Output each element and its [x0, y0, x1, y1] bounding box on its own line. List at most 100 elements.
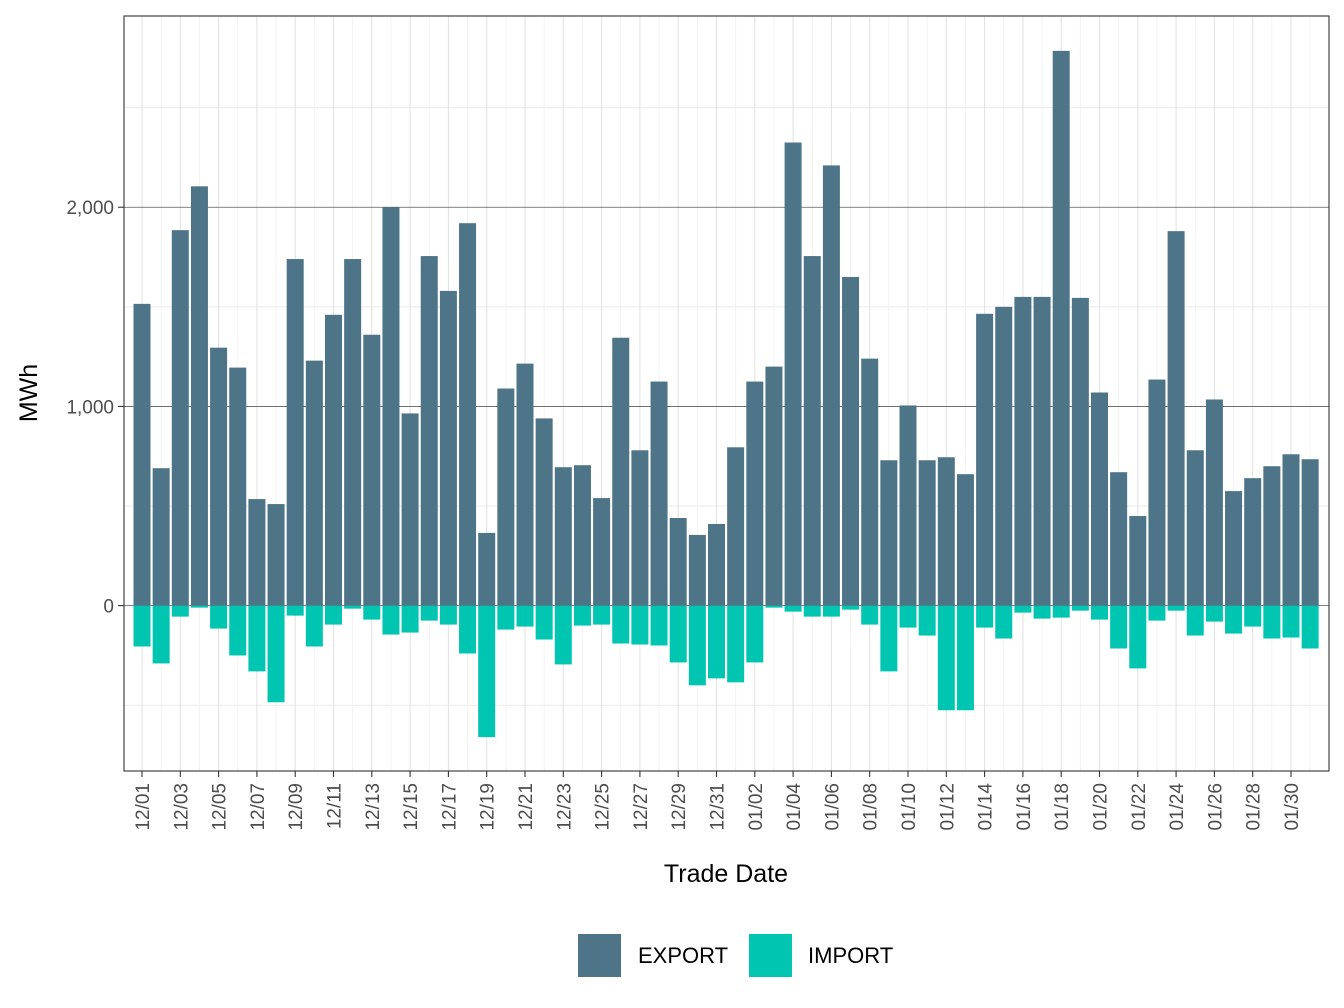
bar-import-01-16: [1014, 605, 1032, 613]
bar-export-01-17: [1033, 296, 1051, 606]
x-tick-label: 01/04: [784, 783, 805, 831]
bar-import-01-21: [1110, 605, 1128, 649]
bar-import-01-14: [976, 605, 994, 628]
bar-import-12-27: [631, 605, 649, 645]
bar-export-12-13: [363, 334, 381, 606]
bar-import-12-15: [401, 605, 419, 633]
bar-export-01-23: [1148, 379, 1166, 606]
bar-export-12-24: [573, 465, 591, 606]
bar-export-12-07: [248, 499, 266, 606]
bar-export-12-22: [535, 418, 553, 606]
x-tick-label: 12/15: [401, 783, 422, 831]
bar-export-12-06: [229, 367, 247, 606]
bar-import-01-17: [1033, 605, 1051, 619]
y-axis-title: MWh: [15, 364, 43, 422]
bar-export-01-18: [1052, 50, 1070, 606]
x-tick-label: 12/13: [363, 783, 384, 831]
bar-export-01-29: [1263, 466, 1281, 606]
bar-export-12-17: [439, 290, 457, 606]
bar-import-12-09: [286, 605, 304, 616]
bar-import-01-30: [1282, 605, 1300, 638]
y-axis: 0 1,000 2,000: [66, 198, 124, 618]
bar-export-01-20: [1091, 392, 1108, 606]
bar-export-01-30: [1282, 454, 1300, 606]
bar-export-12-08: [267, 504, 285, 606]
bar-export-01-15: [995, 306, 1013, 606]
x-tick-label: 01/20: [1091, 783, 1112, 831]
bar-export-01-08: [861, 358, 879, 606]
bar-export-12-27: [631, 450, 649, 606]
x-tick-label: 12/27: [631, 783, 652, 831]
bar-import-01-25: [1186, 605, 1204, 636]
x-tick-label: 12/25: [593, 783, 614, 831]
bar-import-12-30: [688, 605, 706, 686]
x-tick-label: 12/31: [708, 783, 729, 831]
bar-export-12-09: [286, 259, 304, 606]
bar-import-01-04: [784, 605, 802, 612]
bar-import-01-02: [746, 605, 764, 663]
x-tick-label: 12/23: [554, 783, 575, 831]
legend-label-import: IMPORT: [808, 943, 893, 968]
bar-import-12-26: [612, 605, 630, 644]
bar-import-12-29: [669, 605, 687, 663]
bar-export-01-21: [1110, 472, 1128, 606]
bar-export-01-11: [918, 460, 936, 606]
bar-export-12-15: [401, 413, 419, 606]
bar-export-01-28: [1244, 478, 1262, 606]
bar-export-01-12: [937, 457, 955, 606]
bar-export-12-20: [497, 388, 515, 606]
y-tick-label: 2,000: [66, 198, 114, 219]
bar-import-12-14: [382, 605, 400, 635]
x-tick-label: 12/03: [171, 783, 192, 831]
bar-export-01-24: [1167, 231, 1185, 606]
bar-export-12-03: [171, 230, 189, 606]
bar-import-01-07: [842, 605, 860, 610]
bar-import-12-21: [516, 605, 534, 627]
bar-import-12-25: [593, 605, 611, 625]
bar-export-12-31: [708, 523, 725, 606]
bar-export-12-02: [152, 468, 170, 606]
x-tick-label: 01/16: [1014, 783, 1035, 831]
x-tick-label: 01/24: [1167, 783, 1188, 831]
bar-export-12-28: [650, 381, 668, 606]
bar-export-12-25: [593, 498, 611, 606]
x-tick-label: 01/26: [1205, 783, 1226, 831]
bar-import-01-26: [1205, 605, 1223, 622]
bar-import-01-05: [803, 605, 821, 617]
bar-export-01-13: [956, 474, 974, 606]
bar-import-12-04: [190, 605, 208, 608]
bar-import-12-19: [478, 605, 496, 738]
x-tick-label: 01/10: [899, 783, 920, 831]
bar-export-12-18: [459, 223, 477, 606]
bar-import-12-01: [133, 605, 151, 647]
bar-import-01-11: [918, 605, 936, 636]
bar-import-01-15: [995, 605, 1013, 639]
legend-key-export: [578, 934, 621, 977]
bar-import-12-18: [459, 605, 477, 654]
bar-import-12-24: [573, 605, 591, 626]
bar-import-01-29: [1263, 605, 1281, 639]
bar-import-12-22: [535, 605, 553, 640]
x-tick-label: 01/06: [822, 783, 843, 831]
bar-export-01-31: [1301, 459, 1319, 606]
legend-key-import: [749, 934, 792, 977]
bar-import-12-11: [325, 605, 342, 625]
bar-export-12-14: [382, 207, 400, 606]
bar-export-12-05: [210, 347, 228, 606]
y-tick-label: 1,000: [66, 397, 114, 418]
bar-export-01-07: [842, 276, 860, 606]
bar-import-12-06: [229, 605, 247, 656]
bar-export-01-25: [1186, 450, 1204, 606]
x-tick-label: 12/11: [325, 783, 346, 829]
bar-import-12-12: [344, 605, 362, 609]
bar-export-12-29: [669, 518, 687, 606]
x-tick-label: 01/28: [1244, 783, 1265, 831]
bar-export-12-11: [325, 314, 342, 606]
bar-export-01-14: [976, 313, 994, 606]
x-tick-label: 12/01: [133, 783, 154, 831]
bar-import-12-28: [650, 605, 668, 646]
bar-import-12-07: [248, 605, 266, 672]
bar-import-01-03: [765, 605, 783, 608]
bar-export-01-04: [784, 142, 802, 606]
